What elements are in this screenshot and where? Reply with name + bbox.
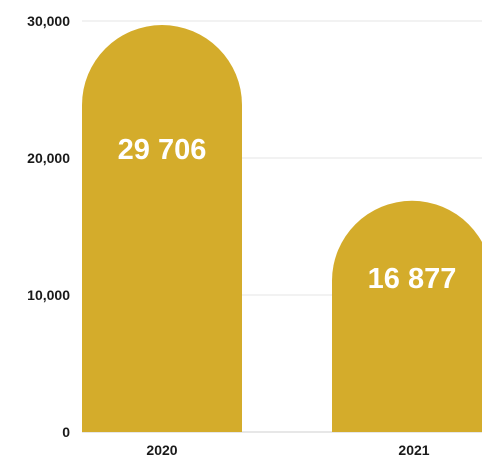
- bar-2021: [332, 200, 482, 432]
- data-label: 29 706: [118, 134, 207, 166]
- x-tick-label: 2021: [398, 442, 429, 457]
- y-tick-label: 10,000: [27, 287, 70, 303]
- y-tick-label: 0: [62, 424, 70, 440]
- y-tick-label: 30,000: [27, 13, 70, 29]
- y-tick-label: 20,000: [27, 150, 70, 166]
- bar-2020: [82, 25, 242, 432]
- x-tick-label: 2020: [146, 442, 177, 457]
- data-label: 16 877: [368, 263, 457, 295]
- x-axis-tick-labels: 2020 2021: [146, 442, 429, 457]
- data-labels: 29 706 16 877: [118, 134, 457, 295]
- bars: [82, 25, 482, 432]
- y-axis-tick-labels: 0 10,000 20,000 30,000: [27, 13, 70, 440]
